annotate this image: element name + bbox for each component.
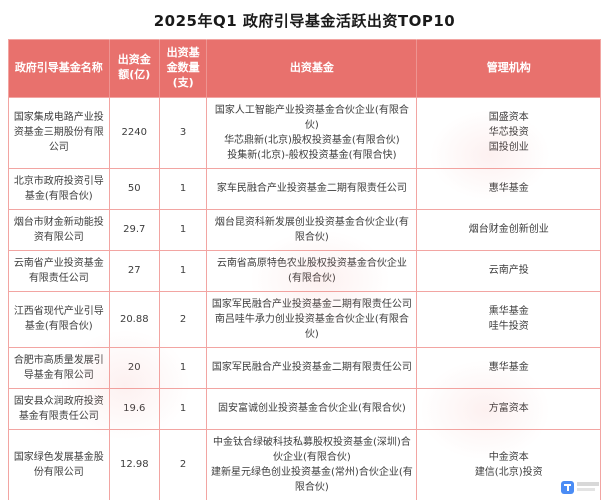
invested-funds-cell: 烟台昆资科新发展创业投资基金合伙企业(有限合伙) bbox=[206, 208, 418, 251]
count-cell: 2 bbox=[158, 290, 208, 348]
invested-funds-cell: 固安富诚创业投资基金合伙企业(有限合伙) bbox=[206, 387, 418, 430]
fund-name-cell: 固安县众润政府投资基金有限责任公司 bbox=[8, 387, 110, 430]
invested-fund-name: 中金钛合绿破科技私募股权投资基金(深圳)合伙企业(有限合伙) bbox=[212, 436, 411, 463]
fund-name-cell: 国家集成电路产业投资基金三期股份有限公司 bbox=[8, 96, 110, 169]
table-row: 合肥市高质量发展引导基金有限公司 20 1 国家军民融合产业投资基金二期有限责任公司 惠… bbox=[8, 346, 601, 389]
fund-name-cell: 合肥市高质量发展引导基金有限公司 bbox=[8, 346, 110, 389]
count-cell: 1 bbox=[158, 249, 208, 292]
invested-funds-cell: 家车民融合产业投资基金二期有限责任公司 bbox=[206, 167, 418, 210]
manager-name: 哇牛投资 bbox=[488, 321, 529, 333]
count-cell: 1 bbox=[158, 346, 208, 389]
invested-fund-name: 固安富诚创业投资基金合伙企业(有限合伙) bbox=[217, 403, 406, 415]
manager-cell: 烟台财金创新创业 bbox=[416, 208, 601, 251]
manager-name: 国盛资本 bbox=[488, 112, 529, 124]
amount-cell: 12.98 bbox=[108, 428, 160, 500]
manager-name: 中金资本 bbox=[488, 451, 529, 463]
column-header: 出资金额(亿) bbox=[108, 39, 160, 98]
invested-fund-name: 家车民融合产业投资基金二期有限责任公司 bbox=[216, 183, 407, 195]
amount-cell: 20.88 bbox=[108, 290, 160, 348]
invested-fund-name: 华芯鼎新(北京)股权投资基金(有限合伙) bbox=[224, 134, 400, 146]
fund-name-cell: 北京市政府投资引导基金(有限合伙) bbox=[8, 167, 110, 210]
table-row: 固安县众润政府投资基金有限责任公司 19.6 1 固安富诚创业投资基金合伙企业(有限合… bbox=[8, 387, 601, 430]
table-row: 国家集成电路产业投资基金三期股份有限公司 2240 3 国家人工智能产业投资基金合伙企… bbox=[8, 96, 601, 169]
count-cell: 1 bbox=[158, 208, 208, 251]
manager-cell: 方富资本 bbox=[416, 387, 601, 430]
fund-name-cell: 云南省产业投资基金有限责任公司 bbox=[8, 249, 110, 292]
manager-cell: 熏华基金 哇牛投资 bbox=[416, 290, 601, 348]
amount-cell: 20 bbox=[108, 346, 160, 389]
manager-name: 云南产投 bbox=[488, 265, 529, 277]
manager-name: 国投创业 bbox=[488, 142, 529, 154]
manager-name: 惠华基金 bbox=[488, 183, 529, 195]
manager-cell: 惠华基金 bbox=[416, 167, 601, 210]
amount-cell: 19.6 bbox=[108, 387, 160, 430]
invested-fund-name: 云南省高原特色农业股权投资基金合伙企业(有限合伙) bbox=[216, 257, 407, 284]
invested-fund-name: 建新星元绿色创业投资基金(常州)合伙企业(有限合伙) bbox=[211, 466, 413, 493]
column-header: 出资基金 bbox=[206, 39, 418, 98]
invested-funds-cell: 国家军民融合产业投资基金二期有限责任公司南吕哇牛承力创业投资基金合伙企业(有限合… bbox=[206, 290, 418, 348]
manager-name: 惠华基金 bbox=[488, 362, 529, 374]
invested-funds-cell: 云南省高原特色农业股权投资基金合伙企业(有限合伙) bbox=[206, 249, 418, 292]
count-cell: 2 bbox=[158, 428, 208, 500]
manager-name: 方富资本 bbox=[488, 403, 529, 415]
invested-fund-name: 国家军民融合产业投资基金二期有限责任公司 bbox=[211, 298, 412, 310]
manager-cell: 云南产投 bbox=[416, 249, 601, 292]
table-header: 政府引导基金名称 出资金额(亿) 出资基金数量(支) 出资基金 管理机构 bbox=[8, 39, 601, 98]
invested-funds-cell: 国家军民融合产业投资基金二期有限责任公司 bbox=[206, 346, 418, 389]
manager-name: 烟台财金创新创业 bbox=[468, 224, 549, 236]
fund-name-cell: 江西省现代产业引导基金(有限合伙) bbox=[8, 290, 110, 348]
invested-fund-name: 南吕哇牛承力创业投资基金合伙企业(有限合伙) bbox=[214, 313, 409, 340]
column-header: 出资基金数量(支) bbox=[158, 39, 208, 98]
watermark-logo bbox=[561, 481, 599, 494]
invested-fund-name: 投集新(北京)-般权投资基金(有限合快) bbox=[227, 149, 397, 161]
invested-funds-cell: 国家人工智能产业投资基金合伙企业(有限合伙) 华芯鼎新(北京)股权投资基金(有限合… bbox=[206, 96, 418, 169]
top10-table: 政府引导基金名称 出资金额(亿) 出资基金数量(支) 出资基金 管理机构 国家集成电路产… bbox=[8, 39, 601, 500]
fund-name-cell: 烟台市财金新动能投资有限公司 bbox=[8, 208, 110, 251]
count-cell: 1 bbox=[158, 167, 208, 210]
column-header: 政府引导基金名称 bbox=[8, 39, 110, 98]
invested-fund-name: 烟台昆资科新发展创业投资基金合伙企业(有限合伙) bbox=[214, 216, 409, 243]
table-header-row: 政府引导基金名称 出资金额(亿) 出资基金数量(支) 出资基金 管理机构 bbox=[8, 39, 601, 98]
amount-cell: 50 bbox=[108, 167, 160, 210]
column-header: 管理机构 bbox=[416, 39, 601, 98]
count-cell: 3 bbox=[158, 96, 208, 169]
table-row: 国家绿色发展基金股份有限公司 12.98 2 中金钛合绿破科技私募股权投资基金(深圳)… bbox=[8, 428, 601, 500]
table-row: 云南省产业投资基金有限责任公司 27 1 云南省高原特色农业股权投资基金合伙企业(有限… bbox=[8, 249, 601, 292]
brand-logo-text bbox=[577, 481, 599, 491]
table-row: 烟台市财金新动能投资有限公司 29.7 1 烟台昆资科新发展创业投资基金合伙企业(有限… bbox=[8, 208, 601, 251]
amount-cell: 27 bbox=[108, 249, 160, 292]
table-row: 北京市政府投资引导基金(有限合伙) 50 1 家车民融合产业投资基金二期有限责任公司 惠… bbox=[8, 167, 601, 210]
manager-cell: 国盛资本华芯投资国投创业 bbox=[416, 96, 601, 169]
amount-cell: 2240 bbox=[108, 96, 160, 169]
brand-logo-icon bbox=[561, 481, 574, 494]
manager-name: 华芯投资 bbox=[488, 127, 529, 139]
count-cell: 1 bbox=[158, 387, 208, 430]
invested-fund-name: 国家人工智能产业投资基金合伙企业(有限合伙) bbox=[214, 104, 409, 131]
table-body: 国家集成电路产业投资基金三期股份有限公司 2240 3 国家人工智能产业投资基金合伙企… bbox=[8, 96, 601, 500]
manager-name: 熏华基金 bbox=[488, 306, 529, 318]
page-title: 2025年Q1 政府引导基金活跃出资TOP10 bbox=[153, 12, 456, 30]
table-row: 江西省现代产业引导基金(有限合伙) 20.88 2 国家军民融合产业投资基金二期有限责… bbox=[8, 290, 601, 348]
manager-name: 建信(北京)投资 bbox=[474, 466, 543, 478]
invested-funds-cell: 中金钛合绿破科技私募股权投资基金(深圳)合伙企业(有限合伙) 建新星元绿色创业投资… bbox=[206, 428, 418, 500]
manager-cell: 惠华基金 bbox=[416, 346, 601, 389]
amount-cell: 29.7 bbox=[108, 208, 160, 251]
invested-fund-name: 国家军民融合产业投资基金二期有限责任公司 bbox=[211, 362, 412, 374]
fund-name-cell: 国家绿色发展基金股份有限公司 bbox=[8, 428, 110, 500]
